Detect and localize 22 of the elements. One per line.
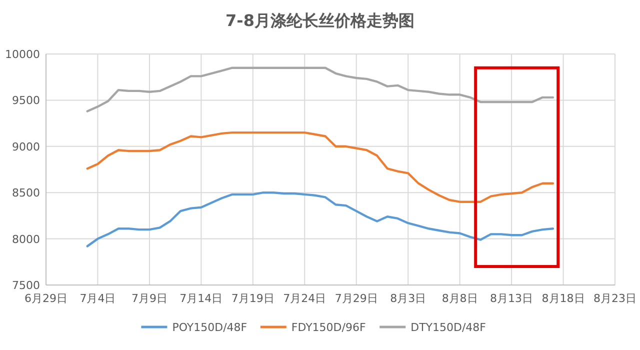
legend-label: FDY150D/96F <box>291 321 366 334</box>
x-tick-label: 8月8日 <box>442 292 478 305</box>
chart-title: 7-8月涤纶长丝价格走势图 <box>226 11 414 30</box>
x-tick-label: 7月4日 <box>80 292 116 305</box>
y-tick-label: 9000 <box>12 140 40 154</box>
x-tick-label: 7月19日 <box>231 292 274 305</box>
y-tick-label: 7500 <box>12 279 40 292</box>
x-tick-label: 8月18日 <box>542 292 585 305</box>
x-tick-label: 7月14日 <box>180 292 223 305</box>
x-tick-label: 6月29日 <box>24 292 68 305</box>
x-tick-label: 7月29日 <box>334 292 378 305</box>
y-tick-label: 10000 <box>5 48 40 61</box>
legend-label: POY150D/48F <box>172 321 248 334</box>
x-tick-label: 7月9日 <box>131 292 168 305</box>
y-tick-label: 8500 <box>12 186 40 200</box>
x-tick-label: 8月23日 <box>594 292 636 305</box>
x-tick-label: 8月13日 <box>490 292 534 305</box>
y-tick-label: 8000 <box>12 232 40 246</box>
x-tick-label: 7月24日 <box>283 292 326 305</box>
y-tick-label: 9500 <box>12 94 40 108</box>
legend-label: DTY150D/48F <box>410 321 486 334</box>
x-tick-label: 8月3日 <box>390 292 426 305</box>
